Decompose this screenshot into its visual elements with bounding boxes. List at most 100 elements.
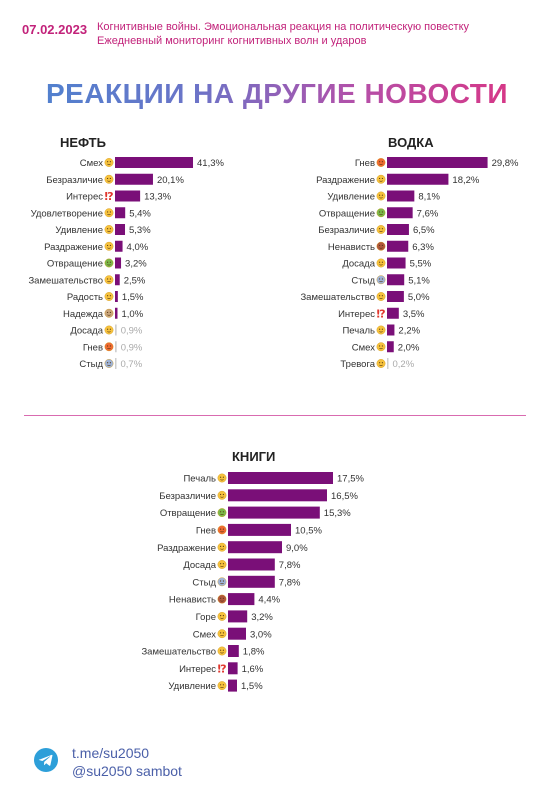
rage-emoji bbox=[217, 594, 227, 604]
category-label: Замешательство bbox=[300, 292, 375, 303]
telegram-link[interactable]: t.me/su2050 bbox=[72, 745, 150, 761]
value-label: 7,8% bbox=[279, 560, 301, 571]
category-label: Удовлетворение bbox=[31, 208, 103, 219]
value-label: 17,5% bbox=[337, 474, 364, 485]
bar bbox=[115, 358, 117, 369]
value-label: 8,1% bbox=[418, 192, 440, 203]
bar bbox=[115, 307, 118, 319]
bar bbox=[228, 489, 327, 502]
bar bbox=[387, 207, 413, 219]
category-label: Интерес bbox=[338, 309, 375, 320]
category-label: Гнев bbox=[196, 526, 216, 537]
nauseated-emoji bbox=[104, 258, 114, 268]
category-label: Ненависть bbox=[169, 595, 216, 606]
bar bbox=[228, 558, 275, 571]
value-label: 2,2% bbox=[398, 326, 420, 337]
value-label: 16,5% bbox=[331, 491, 358, 502]
category-label: Досада bbox=[342, 259, 375, 270]
category-label: Отвращение bbox=[160, 508, 216, 519]
value-label: 5,0% bbox=[408, 292, 430, 303]
bar bbox=[115, 324, 117, 336]
laugh-emoji bbox=[376, 342, 386, 352]
bar bbox=[115, 274, 120, 286]
section-divider bbox=[24, 415, 526, 416]
disappointed-emoji bbox=[104, 325, 114, 335]
value-label: 9,0% bbox=[286, 543, 308, 554]
bar bbox=[115, 240, 123, 252]
bar bbox=[387, 274, 405, 286]
value-label: 7,8% bbox=[279, 577, 301, 588]
category-label: Раздражение bbox=[157, 543, 216, 554]
value-label: 1,5% bbox=[122, 292, 144, 303]
angry-emoji bbox=[376, 158, 386, 167]
confused-emoji bbox=[217, 646, 227, 656]
value-label: 1,6% bbox=[242, 664, 264, 675]
bar bbox=[115, 257, 122, 269]
surprised-emoji bbox=[376, 191, 386, 201]
value-label: 2,5% bbox=[124, 275, 146, 286]
bar bbox=[387, 341, 394, 353]
bar bbox=[228, 575, 275, 588]
neutral-emoji bbox=[104, 174, 114, 184]
confused-emoji bbox=[104, 275, 114, 285]
confused-emoji bbox=[376, 292, 386, 301]
value-label: 0,9% bbox=[121, 342, 143, 353]
category-label: Удивление bbox=[327, 192, 375, 203]
bar bbox=[387, 307, 399, 319]
category-label: Смех bbox=[80, 158, 103, 169]
value-label: 5,1% bbox=[408, 275, 430, 286]
category-label: Стыд bbox=[351, 275, 375, 286]
category-label: Замешательство bbox=[141, 647, 216, 658]
value-label: 18,2% bbox=[452, 175, 479, 186]
bar bbox=[228, 679, 237, 692]
value-label: 13,3% bbox=[144, 192, 171, 203]
exclamation-question-icon: ⁉ bbox=[104, 191, 113, 203]
chart-title: НЕФТЬ bbox=[60, 135, 106, 150]
value-label: 3,2% bbox=[251, 612, 273, 623]
value-label: 3,5% bbox=[403, 309, 425, 320]
category-label: Стыд bbox=[79, 359, 103, 370]
bar bbox=[387, 291, 404, 302]
chart-2: КНИГИ Печаль 17,5% Безразличие 16,5% Отвращен… bbox=[141, 449, 364, 692]
category-label: Интерес bbox=[179, 664, 216, 675]
category-label: Гнев bbox=[83, 342, 103, 353]
category-label: Отвращение bbox=[319, 208, 375, 219]
bot-handle[interactable]: @su2050 sambot bbox=[72, 763, 182, 779]
category-label: Стыд bbox=[192, 577, 216, 588]
grief-emoji bbox=[217, 612, 227, 621]
bar bbox=[387, 240, 409, 252]
value-label: 29,8% bbox=[492, 158, 519, 169]
subtitle-line-1: Когнитивные войны. Эмоциональная реакция… bbox=[97, 21, 470, 33]
bar bbox=[387, 173, 449, 185]
value-label: 41,3% bbox=[197, 158, 224, 169]
category-label: Досада bbox=[183, 560, 216, 571]
bar bbox=[228, 472, 333, 484]
chart-1: ВОДКА Гнев 29,8% Раздражение 18,2% Удивление 8… bbox=[300, 135, 519, 370]
value-label: 6,3% bbox=[412, 242, 434, 253]
chart-0: НЕФТЬ Смех 41,3% Безразличие 20,1% Интерес ⁉ 13… bbox=[28, 135, 224, 370]
angry-emoji bbox=[104, 342, 114, 352]
category-label: Раздражение bbox=[44, 242, 103, 253]
value-label: 4,0% bbox=[127, 242, 149, 253]
value-label: 6,5% bbox=[413, 225, 435, 236]
category-label: Удивление bbox=[55, 225, 103, 236]
rage-emoji bbox=[376, 241, 386, 251]
bar bbox=[115, 341, 117, 353]
value-label: 5,5% bbox=[410, 259, 432, 270]
bar bbox=[115, 173, 153, 185]
bar bbox=[115, 291, 118, 302]
report-date: 07.02.2023 bbox=[22, 22, 88, 37]
category-label: Смех bbox=[352, 342, 375, 353]
telegram-icon bbox=[34, 748, 58, 772]
ashamed-emoji bbox=[376, 275, 386, 285]
value-label: 4,4% bbox=[258, 595, 280, 606]
annoyed-emoji bbox=[376, 174, 386, 184]
value-label: 2,0% bbox=[398, 342, 420, 353]
category-label: Безразличие bbox=[159, 491, 216, 502]
chart-title: КНИГИ bbox=[232, 449, 275, 464]
value-label: 5,3% bbox=[129, 225, 151, 236]
surprised-emoji bbox=[217, 681, 227, 690]
bar bbox=[228, 523, 291, 536]
value-label: 7,6% bbox=[417, 208, 439, 219]
